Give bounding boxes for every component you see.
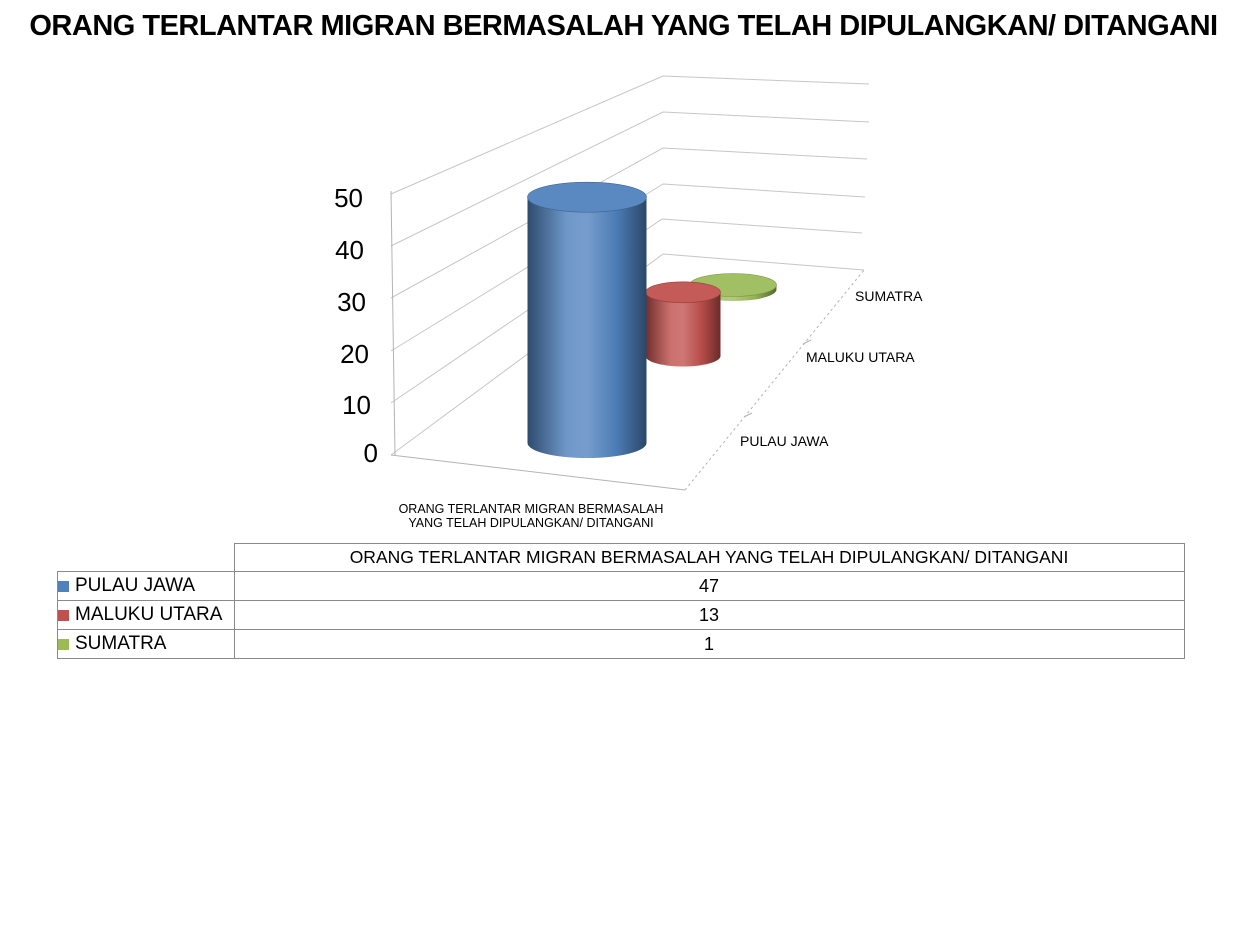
table-header-cell: ORANG TERLANTAR MIGRAN BERMASALAH YANG T… [233,543,1185,572]
series-axis-tick [743,412,753,418]
cylinder-top [645,281,721,304]
table-row: MALUKU UTARA 13 [57,600,1185,630]
table-row-label: SUMATRA [57,629,235,659]
gridline [390,183,866,352]
table-row-value: 1 [233,629,1185,659]
series-name: MALUKU UTARA [75,604,223,625]
value-axis-tick-label: 10 [342,390,371,420]
table-row-label: PULAU JAWA [57,571,235,601]
category-axis-label: ORANG TERLANTAR MIGRAN BERMASALAH [399,502,664,516]
gridline [390,75,870,195]
value-axis-tick-label: 40 [335,235,364,265]
value-axis-tick-label: 20 [340,339,369,369]
gridline [390,147,868,299]
gridline [390,111,870,247]
series-axis-label: MALUKU UTARA [806,349,915,365]
cylinder-top [527,181,647,213]
value-axis-line [390,190,396,456]
legend-swatch-icon [58,581,69,592]
gridline [390,253,865,456]
table-row: PULAU JAWA 47 [57,571,1185,601]
value-axis-tick-label: 50 [334,183,363,213]
series-name: SUMATRA [75,633,167,654]
table-header-row: ORANG TERLANTAR MIGRAN BERMASALAH YANG T… [58,543,1185,572]
series-axis-label: PULAU JAWA [740,433,829,449]
table-row-label: MALUKU UTARA [57,600,235,630]
value-axis-tick-label: 0 [364,438,378,468]
series-axis-tick [802,339,812,345]
value-axis-tick-label: 30 [337,287,366,317]
category-axis-label: YANG TELAH DIPULANGKAN/ DITANGANI [408,516,653,530]
data-table: ORANG TERLANTAR MIGRAN BERMASALAH YANG T… [57,543,1185,659]
table-corner-cell [58,544,235,572]
legend-swatch-icon [58,610,69,621]
table-row: SUMATRA 1 [57,629,1185,659]
legend-swatch-icon [58,639,69,650]
cylinder-side [527,197,647,459]
cylinder-side [645,292,721,367]
table-row-value: 47 [233,571,1185,601]
series-name: PULAU JAWA [75,575,196,596]
cylinder-3d-chart: 0 10 20 30 40 50 PULAU JAWA MALUKU UTARA SUMATRA… [334,75,923,530]
cylinder-maluku-utara [645,281,721,367]
gridline [390,218,863,404]
floor-front-edge [390,454,686,491]
table-row-value: 13 [233,600,1185,630]
chart-title: ORANG TERLANTAR MIGRAN BERMASALAH YANG T… [29,10,1218,42]
series-axis-label: SUMATRA [855,288,923,304]
cylinder-pulau-jawa [527,181,647,459]
